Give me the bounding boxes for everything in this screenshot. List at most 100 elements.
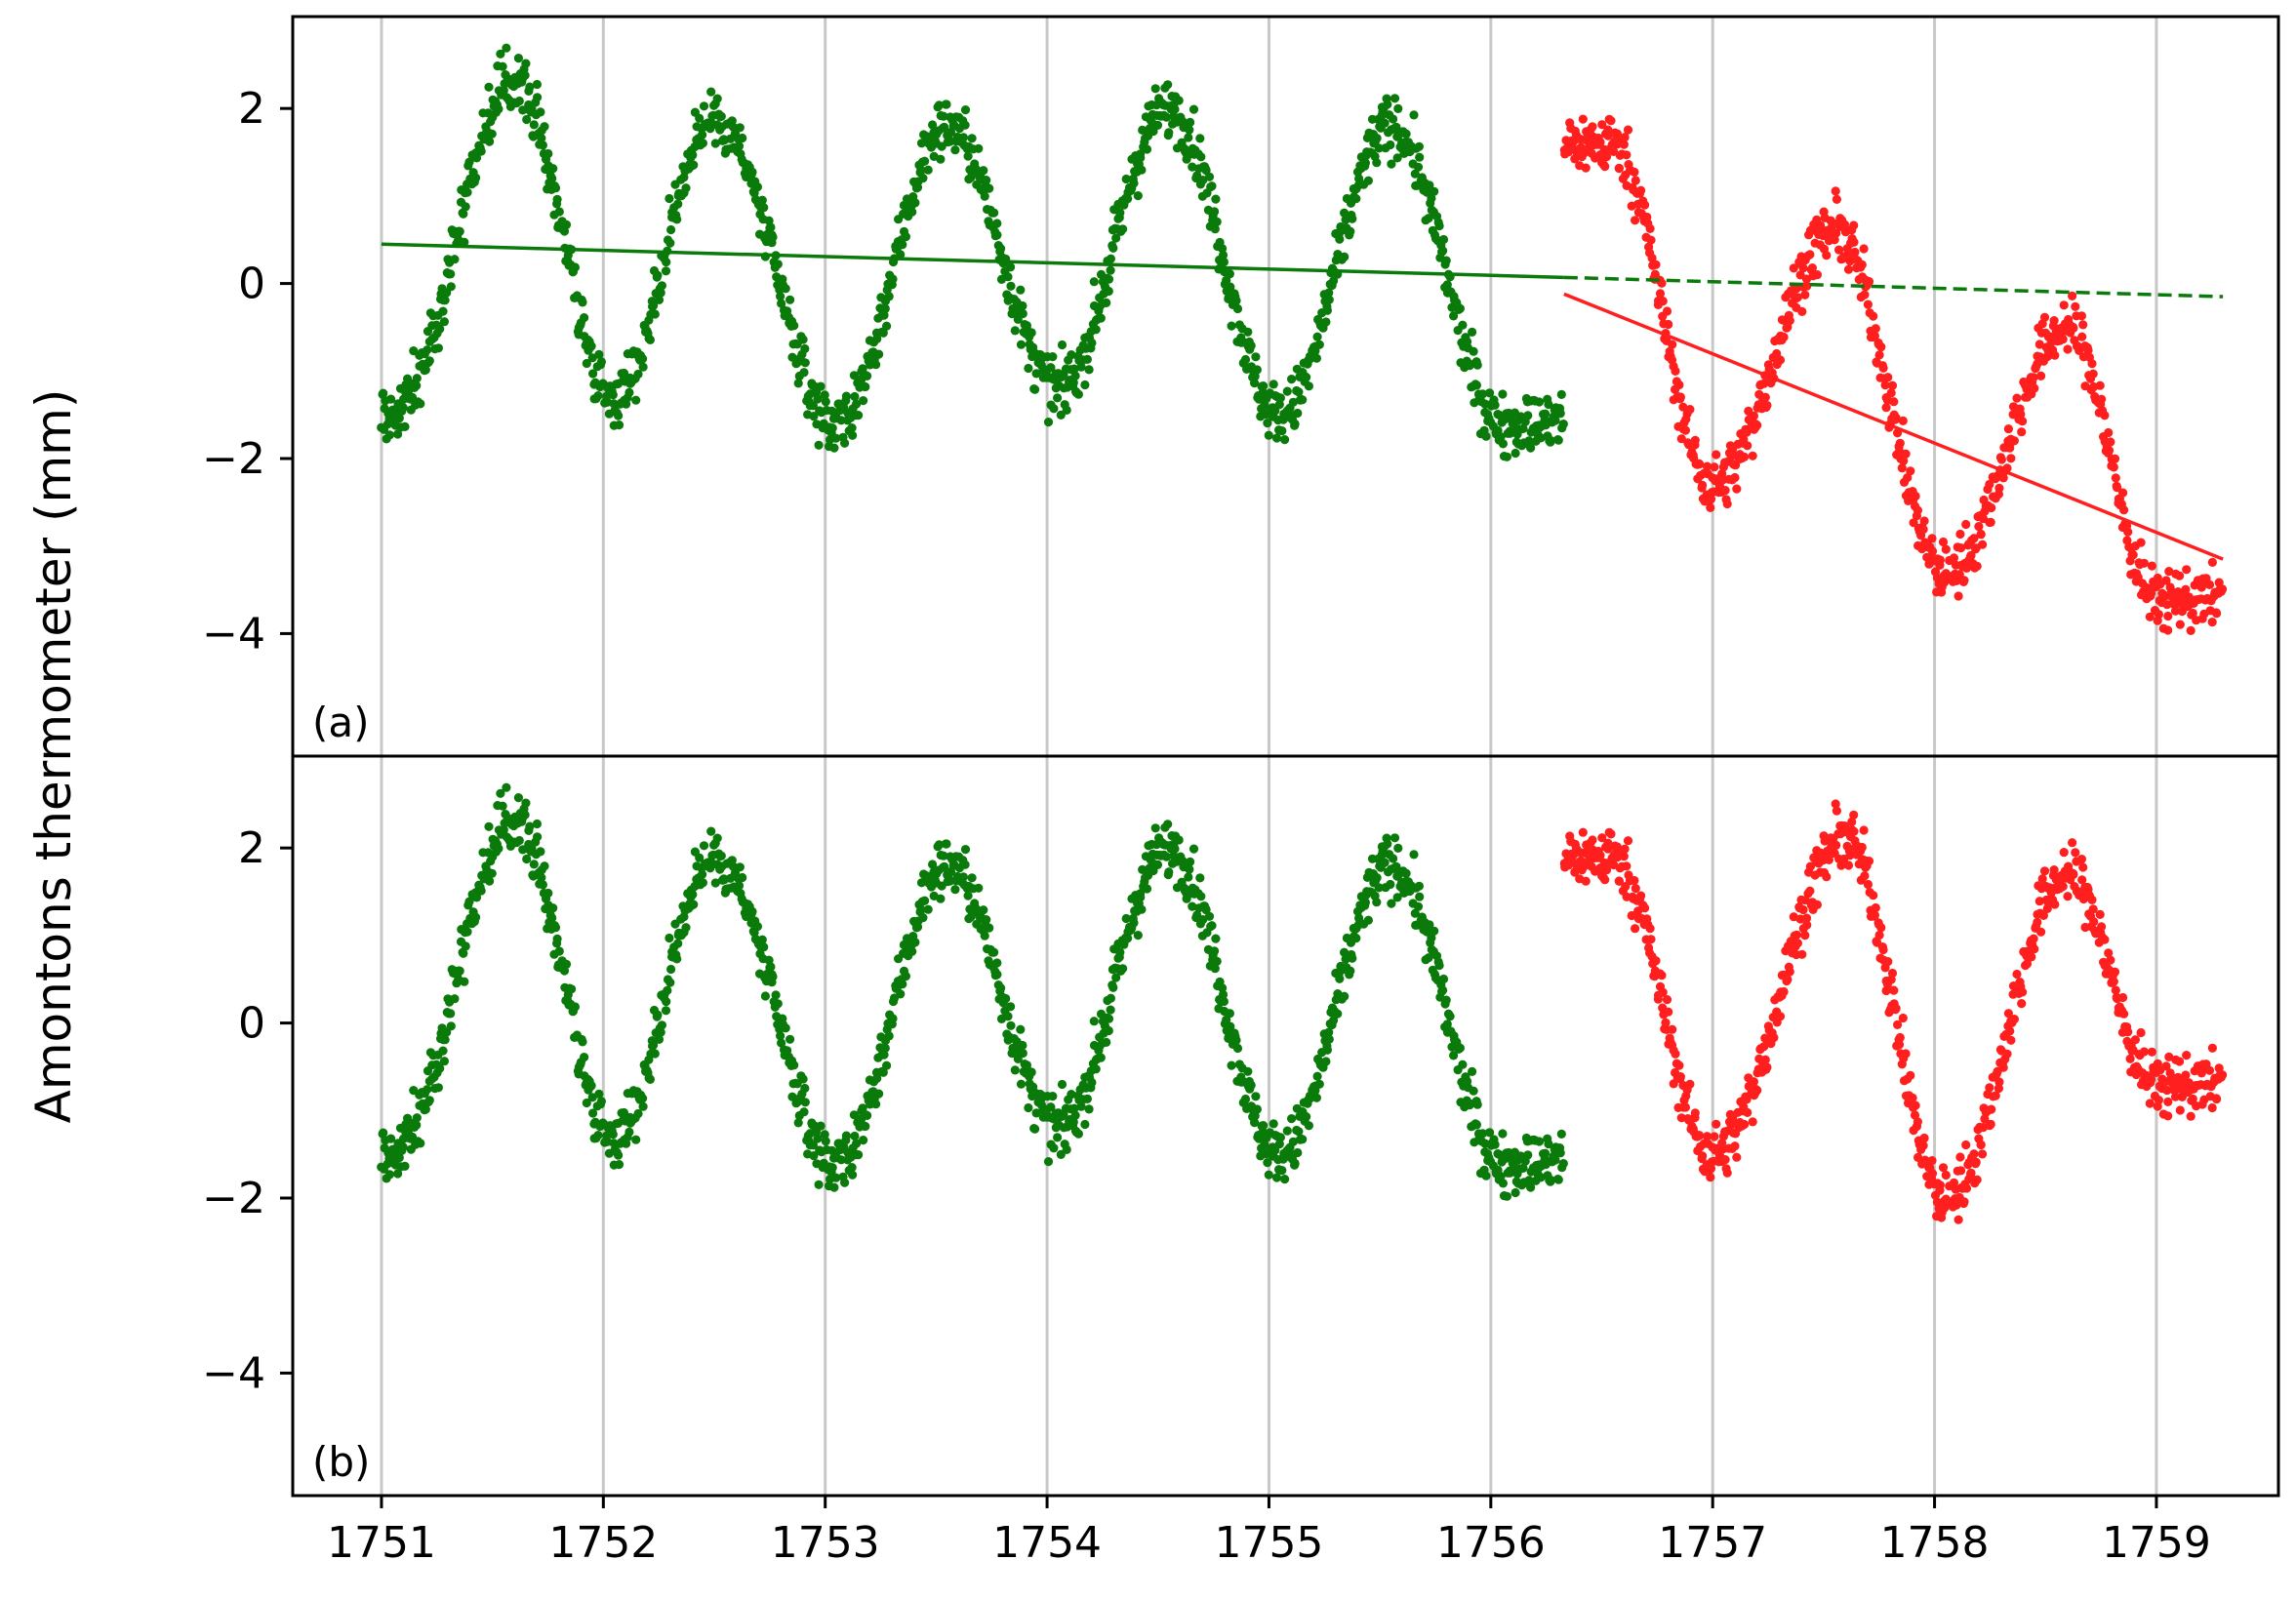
data-point — [1722, 1168, 1732, 1178]
data-point — [910, 938, 920, 947]
data-point — [460, 237, 469, 247]
data-point — [494, 104, 504, 114]
data-point — [386, 394, 396, 404]
data-point — [820, 1130, 829, 1140]
data-point — [2058, 882, 2068, 892]
data-point — [1430, 926, 1439, 936]
data-point — [544, 148, 553, 159]
data-point — [982, 176, 991, 185]
y-tick-label: −4 — [202, 609, 265, 659]
data-point — [1843, 264, 1854, 274]
data-point — [2003, 1009, 2013, 1019]
x-tick-label: 1752 — [548, 1518, 658, 1568]
data-point — [666, 224, 676, 235]
data-point — [1018, 300, 1027, 311]
data-point — [459, 948, 468, 958]
data-point — [1498, 1129, 1508, 1139]
data-point — [872, 1073, 882, 1083]
data-point — [416, 399, 425, 409]
data-point — [1409, 850, 1419, 860]
data-point — [2002, 1049, 2012, 1059]
data-point — [614, 411, 624, 420]
data-point — [1393, 103, 1403, 113]
data-point — [1601, 865, 1612, 875]
data-point — [757, 195, 767, 205]
data-point — [1870, 331, 1879, 340]
data-point — [1646, 235, 1656, 245]
data-point — [1985, 479, 1994, 490]
data-point — [1712, 450, 1721, 460]
data-point — [619, 368, 629, 379]
data-point — [781, 284, 790, 294]
data-point — [1410, 908, 1420, 918]
data-point — [1270, 406, 1280, 416]
data-point — [1386, 140, 1395, 150]
data-point — [841, 391, 852, 401]
data-point — [861, 1121, 870, 1132]
data-point — [1259, 1121, 1269, 1131]
data-point — [1188, 844, 1199, 854]
data-point — [1212, 956, 1222, 967]
data-point — [653, 270, 663, 280]
data-point — [1227, 1060, 1236, 1070]
data-point — [1671, 1049, 1680, 1059]
data-point — [974, 883, 984, 893]
data-point — [920, 896, 930, 905]
data-point — [661, 1006, 671, 1016]
data-point — [1288, 1137, 1298, 1146]
panel-label-b: (b) — [312, 1438, 370, 1486]
data-point — [661, 266, 671, 276]
data-point — [1558, 1159, 1568, 1169]
data-point — [538, 880, 548, 890]
data-point — [1938, 537, 1949, 547]
data-point — [476, 146, 486, 156]
data-point — [1972, 1175, 1982, 1184]
data-point — [1636, 891, 1646, 900]
data-point — [547, 913, 557, 923]
data-point — [1351, 934, 1361, 943]
data-point — [1630, 875, 1639, 886]
data-point — [596, 357, 607, 367]
data-point — [1941, 544, 1951, 554]
y-tick-label: −2 — [202, 1174, 265, 1223]
data-point — [836, 1155, 846, 1165]
data-point — [2110, 967, 2120, 977]
data-point — [950, 145, 960, 155]
data-point — [1104, 1014, 1114, 1023]
data-point — [2147, 588, 2156, 598]
data-point — [760, 991, 771, 1001]
data-point — [1070, 1110, 1080, 1120]
data-point — [1104, 274, 1114, 284]
data-point — [1544, 1139, 1553, 1149]
data-point — [2100, 935, 2110, 944]
data-point — [1290, 419, 1300, 429]
data-point — [1458, 1060, 1468, 1069]
data-point — [880, 303, 890, 313]
data-point — [1198, 176, 1208, 185]
data-point — [2076, 311, 2086, 321]
data-point — [878, 328, 888, 338]
data-point — [1832, 806, 1841, 816]
data-point — [654, 1034, 665, 1044]
data-point — [433, 1083, 443, 1093]
data-point — [1732, 1152, 1742, 1162]
data-point — [1800, 290, 1810, 300]
data-point — [1655, 289, 1666, 299]
data-point — [1170, 104, 1180, 114]
data-point — [816, 381, 826, 391]
data-point — [1082, 1094, 1092, 1103]
data-point — [649, 300, 659, 310]
data-point — [1226, 282, 1235, 292]
data-point — [878, 1067, 888, 1077]
data-point — [699, 101, 709, 111]
data-point — [485, 137, 495, 146]
data-point — [1409, 110, 1419, 120]
data-point — [850, 1131, 860, 1141]
x-tick-label: 1753 — [771, 1518, 880, 1568]
data-point — [663, 985, 672, 995]
data-point — [1834, 245, 1844, 255]
data-point — [513, 54, 524, 63]
data-point — [1293, 1147, 1303, 1158]
data-point — [412, 380, 422, 390]
data-point — [1219, 996, 1229, 1007]
